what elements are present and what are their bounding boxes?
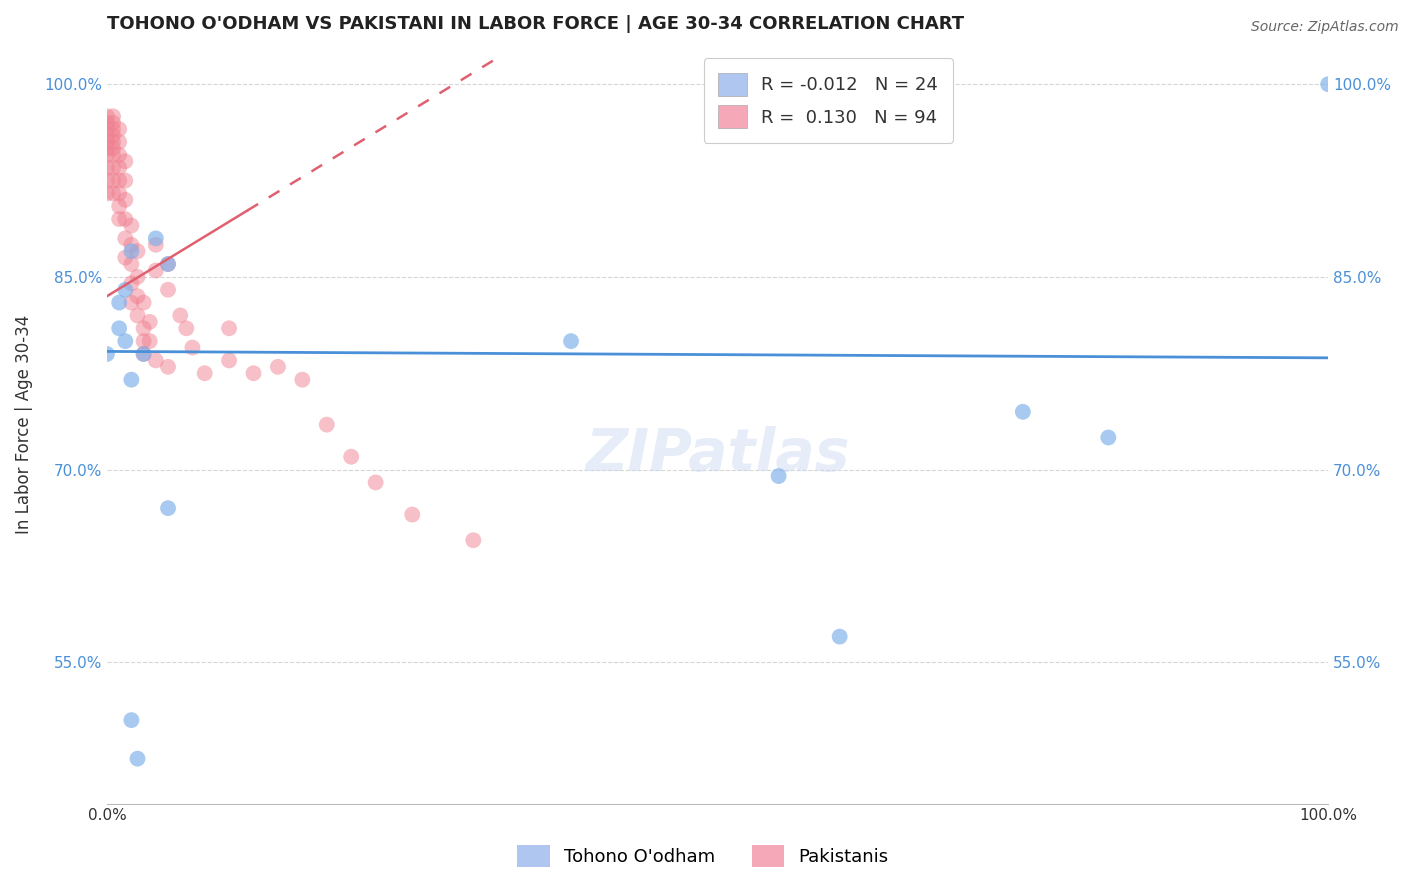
Point (114, 251, 136, 265)
Point (132, 321, 155, 335)
Point (132, 347, 155, 361)
Point (157, 501, 180, 516)
Point (114, 334, 136, 348)
Point (108, 161, 131, 175)
Point (120, 713, 142, 727)
Point (108, 199, 131, 213)
Point (114, 173, 136, 187)
Point (127, 752, 149, 766)
Point (114, 283, 136, 297)
Point (157, 359, 180, 374)
Point (132, 347, 155, 361)
Point (127, 269, 149, 284)
Point (96, 347, 118, 361)
Point (218, 353, 240, 368)
Point (108, 122, 131, 136)
Point (176, 321, 198, 335)
Point (463, 533, 485, 548)
Point (267, 359, 290, 374)
Point (108, 173, 131, 187)
Point (114, 212, 136, 227)
Point (96, 141, 118, 155)
Point (157, 257, 180, 271)
Point (145, 237, 167, 252)
Point (108, 186, 131, 201)
Point (114, 231, 136, 245)
Point (120, 277, 142, 291)
Point (560, 334, 582, 348)
Point (132, 295, 155, 310)
Point (291, 373, 314, 387)
Point (1011, 405, 1033, 419)
Point (157, 283, 180, 297)
Point (101, 135, 124, 149)
Point (101, 141, 124, 155)
Text: TOHONO O'ODHAM VS PAKISTANI IN LABOR FORCE | AGE 30-34 CORRELATION CHART: TOHONO O'ODHAM VS PAKISTANI IN LABOR FOR… (107, 15, 965, 33)
Point (127, 309, 149, 323)
Point (1317, 77, 1340, 91)
Point (138, 334, 160, 348)
Point (96, 186, 118, 201)
Point (120, 237, 142, 252)
Point (101, 128, 124, 143)
Point (108, 135, 131, 149)
Point (96, 148, 118, 162)
Point (218, 321, 240, 335)
Point (96, 116, 118, 130)
Point (96, 128, 118, 143)
Point (169, 309, 191, 323)
Point (120, 373, 142, 387)
Point (96, 109, 118, 123)
Point (120, 219, 142, 233)
Point (127, 289, 149, 303)
Point (401, 508, 423, 522)
Point (114, 193, 136, 207)
Point (127, 244, 149, 259)
Text: ZIPatlas: ZIPatlas (585, 426, 849, 483)
Point (108, 321, 131, 335)
Point (315, 417, 337, 432)
Point (101, 186, 124, 201)
Point (96, 161, 118, 175)
Legend: Tohono O'odham, Pakistanis: Tohono O'odham, Pakistanis (510, 838, 896, 874)
Point (157, 257, 180, 271)
Point (364, 475, 387, 490)
Point (1097, 430, 1119, 444)
Point (340, 450, 363, 464)
Point (145, 231, 167, 245)
Point (181, 341, 204, 355)
Point (108, 212, 131, 227)
Point (108, 148, 131, 162)
Legend: R = -0.012   N = 24, R =  0.130   N = 94: R = -0.012 N = 24, R = 0.130 N = 94 (703, 59, 953, 143)
Point (138, 315, 160, 329)
Point (120, 257, 142, 271)
Y-axis label: In Labor Force | Age 30-34: In Labor Force | Age 30-34 (15, 315, 32, 534)
Text: Source: ZipAtlas.com: Source: ZipAtlas.com (1251, 20, 1399, 34)
Point (101, 173, 124, 187)
Point (114, 154, 136, 169)
Point (108, 295, 131, 310)
Point (768, 469, 790, 483)
Point (96, 135, 118, 149)
Point (96, 173, 118, 187)
Point (242, 366, 264, 380)
Point (120, 295, 142, 310)
Point (145, 263, 167, 277)
Point (96, 122, 118, 136)
Point (194, 366, 217, 380)
Point (101, 148, 124, 162)
Point (101, 116, 124, 130)
Point (101, 161, 124, 175)
Point (145, 353, 167, 368)
Point (101, 109, 124, 123)
Point (828, 630, 851, 644)
Point (101, 122, 124, 136)
Point (132, 334, 155, 348)
Point (120, 244, 142, 259)
